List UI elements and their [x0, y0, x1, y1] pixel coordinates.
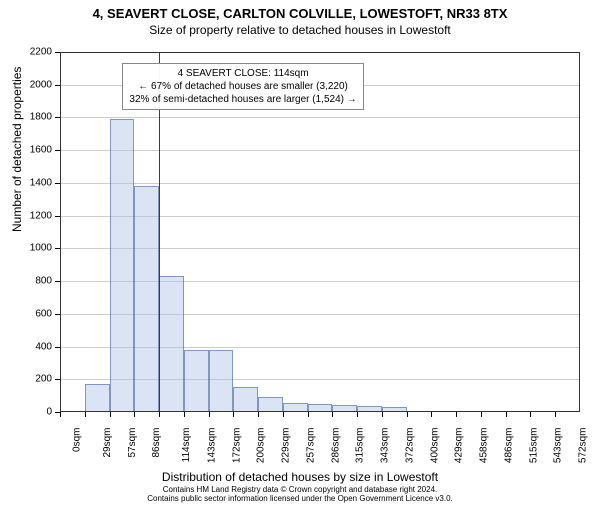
y-tick-mark: [55, 216, 60, 217]
y-tick-mark: [55, 85, 60, 86]
y-tick-label: 0: [12, 407, 52, 418]
y-tick-mark: [55, 150, 60, 151]
title-subtitle: Size of property relative to detached ho…: [0, 23, 600, 37]
x-tick-label: 543sqm: [553, 428, 564, 464]
x-tick-label: 86sqm: [151, 428, 162, 458]
x-tick-mark: [530, 412, 531, 417]
x-axis-label: Distribution of detached houses by size …: [0, 470, 600, 484]
y-tick-mark: [55, 314, 60, 315]
y-tick-label: 1600: [12, 145, 52, 156]
x-tick-mark: [258, 412, 259, 417]
y-tick-label: 2000: [12, 79, 52, 90]
x-tick-mark: [110, 412, 111, 417]
chart-container: 4, SEAVERT CLOSE, CARLTON COLVILLE, LOWE…: [0, 6, 600, 506]
x-tick-label: 458sqm: [479, 428, 490, 464]
x-tick-label: 515sqm: [528, 428, 539, 464]
y-tick-label: 1000: [12, 243, 52, 254]
x-tick-mark: [308, 412, 309, 417]
y-tick-mark: [55, 248, 60, 249]
x-tick-mark: [357, 412, 358, 417]
x-tick-label: 0sqm: [71, 428, 82, 452]
x-tick-label: 572sqm: [578, 428, 589, 464]
x-tick-label: 200sqm: [256, 428, 267, 464]
x-tick-label: 343sqm: [380, 428, 391, 464]
x-tick-label: 114sqm: [181, 428, 192, 463]
x-tick-label: 286sqm: [330, 428, 341, 464]
y-tick-label: 600: [12, 308, 52, 319]
annotation-line-1: 4 SEAVERT CLOSE: 114sqm: [129, 67, 356, 80]
y-tick-label: 1800: [12, 112, 52, 123]
y-tick-mark: [55, 379, 60, 380]
x-tick-label: 257sqm: [305, 428, 316, 464]
x-tick-mark: [506, 412, 507, 417]
y-tick-label: 1400: [12, 177, 52, 188]
x-tick-label: 400sqm: [429, 428, 440, 464]
x-tick-label: 372sqm: [404, 428, 415, 464]
plot-area: 0sqm29sqm57sqm86sqm114sqm143sqm172sqm200…: [60, 52, 580, 412]
x-tick-mark: [134, 412, 135, 417]
y-tick-label: 400: [12, 341, 52, 352]
x-tick-label: 29sqm: [102, 428, 113, 458]
y-tick-mark: [55, 117, 60, 118]
y-tick-mark: [55, 347, 60, 348]
x-tick-label: 143sqm: [206, 428, 217, 464]
y-tick-label: 2200: [12, 47, 52, 58]
x-tick-mark: [456, 412, 457, 417]
annotation-box: 4 SEAVERT CLOSE: 114sqm ← 67% of detache…: [122, 63, 363, 110]
x-tick-mark: [60, 412, 61, 417]
y-tick-mark: [55, 412, 60, 413]
x-tick-mark: [209, 412, 210, 417]
x-tick-label: 229sqm: [281, 428, 292, 464]
x-tick-mark: [481, 412, 482, 417]
annotation-line-2: ← 67% of detached houses are smaller (3,…: [129, 80, 356, 93]
y-tick-mark: [55, 183, 60, 184]
x-tick-mark: [184, 412, 185, 417]
annotation-line-3: 32% of semi-detached houses are larger (…: [129, 93, 356, 106]
x-tick-mark: [407, 412, 408, 417]
x-tick-mark: [159, 412, 160, 417]
x-tick-mark: [233, 412, 234, 417]
y-tick-label: 200: [12, 374, 52, 385]
x-tick-label: 429sqm: [454, 428, 465, 464]
x-tick-mark: [85, 412, 86, 417]
x-tick-label: 486sqm: [504, 428, 515, 464]
x-tick-label: 57sqm: [127, 428, 138, 458]
x-tick-mark: [332, 412, 333, 417]
x-tick-mark: [431, 412, 432, 417]
x-tick-label: 315sqm: [355, 428, 366, 464]
y-tick-mark: [55, 281, 60, 282]
y-tick-label: 1200: [12, 210, 52, 221]
y-tick-label: 800: [12, 276, 52, 287]
x-tick-mark: [283, 412, 284, 417]
x-tick-mark: [555, 412, 556, 417]
x-tick-label: 172sqm: [231, 428, 242, 464]
x-tick-mark: [382, 412, 383, 417]
title-address: 4, SEAVERT CLOSE, CARLTON COLVILLE, LOWE…: [0, 6, 600, 21]
y-tick-mark: [55, 52, 60, 53]
copyright: Contains HM Land Registry data © Crown c…: [0, 486, 600, 504]
